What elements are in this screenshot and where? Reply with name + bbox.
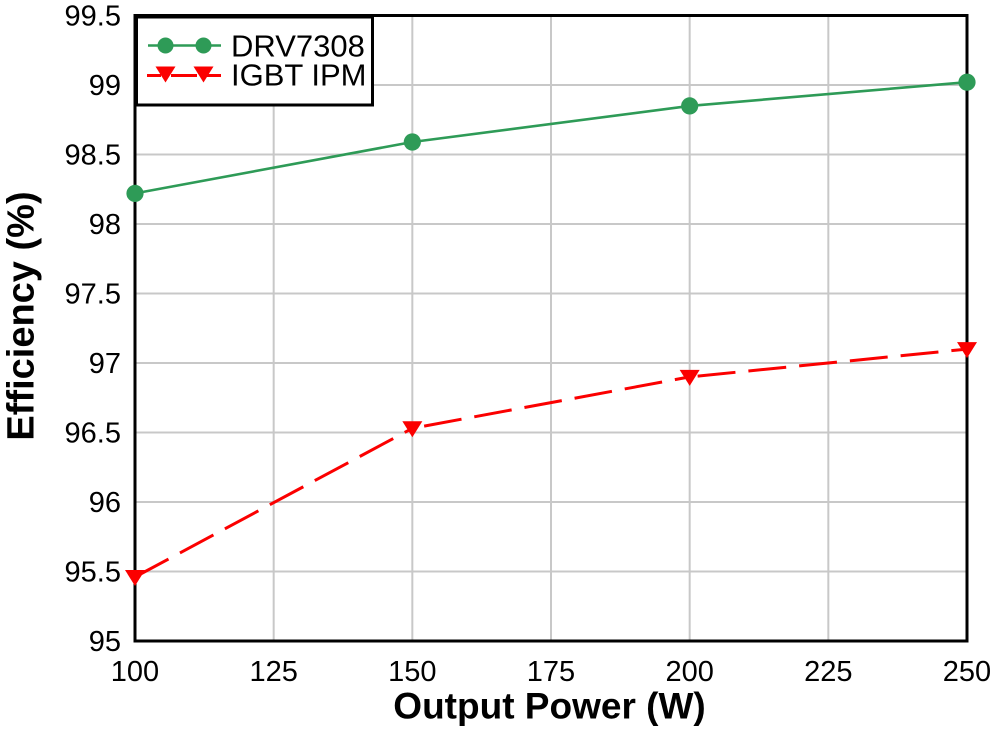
svg-text:175: 175 xyxy=(527,656,575,688)
svg-text:250: 250 xyxy=(943,656,991,688)
svg-text:98: 98 xyxy=(89,209,121,241)
svg-text:95.5: 95.5 xyxy=(65,557,121,589)
svg-text:IGBT IPM: IGBT IPM xyxy=(231,58,367,93)
svg-text:99.5: 99.5 xyxy=(65,1,121,33)
svg-text:200: 200 xyxy=(665,656,713,688)
svg-text:98.5: 98.5 xyxy=(65,140,121,172)
svg-text:150: 150 xyxy=(388,656,436,688)
svg-text:95: 95 xyxy=(89,626,121,658)
svg-text:96: 96 xyxy=(89,487,121,519)
svg-text:100: 100 xyxy=(111,656,159,688)
svg-text:DRV7308: DRV7308 xyxy=(231,29,365,64)
svg-text:Output Power (W): Output Power (W) xyxy=(393,686,705,727)
svg-text:97: 97 xyxy=(89,348,121,380)
svg-text:225: 225 xyxy=(804,656,852,688)
svg-text:96.5: 96.5 xyxy=(65,418,121,450)
svg-text:125: 125 xyxy=(249,656,297,688)
svg-text:99: 99 xyxy=(89,70,121,102)
svg-text:Efficiency (%): Efficiency (%) xyxy=(1,191,43,440)
svg-text:97.5: 97.5 xyxy=(65,279,121,311)
